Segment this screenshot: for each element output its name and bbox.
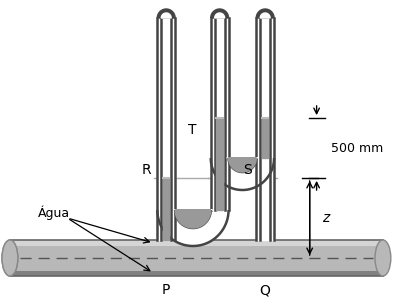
Polygon shape (10, 271, 383, 276)
Polygon shape (211, 158, 274, 190)
Polygon shape (163, 178, 170, 240)
Polygon shape (157, 9, 175, 18)
Polygon shape (211, 9, 229, 18)
Polygon shape (10, 240, 383, 246)
Text: Água: Água (38, 206, 70, 220)
Polygon shape (10, 240, 383, 276)
Text: 500 mm: 500 mm (331, 142, 384, 155)
Polygon shape (161, 13, 171, 18)
Text: S: S (243, 163, 252, 177)
Polygon shape (216, 118, 223, 210)
Polygon shape (256, 9, 274, 18)
Polygon shape (173, 210, 212, 228)
Text: R: R (142, 163, 151, 177)
Polygon shape (175, 210, 211, 228)
Polygon shape (157, 210, 229, 246)
Polygon shape (211, 18, 229, 210)
Polygon shape (262, 118, 268, 158)
Polygon shape (215, 13, 225, 18)
Text: z: z (322, 211, 329, 225)
Text: T: T (188, 123, 196, 137)
Polygon shape (256, 18, 274, 240)
Ellipse shape (2, 240, 18, 276)
Text: P: P (162, 283, 170, 297)
Polygon shape (157, 18, 175, 240)
Polygon shape (227, 158, 258, 172)
Polygon shape (229, 158, 256, 172)
Ellipse shape (2, 240, 18, 276)
Text: Q: Q (260, 283, 271, 297)
Ellipse shape (375, 240, 391, 276)
Polygon shape (260, 13, 270, 18)
